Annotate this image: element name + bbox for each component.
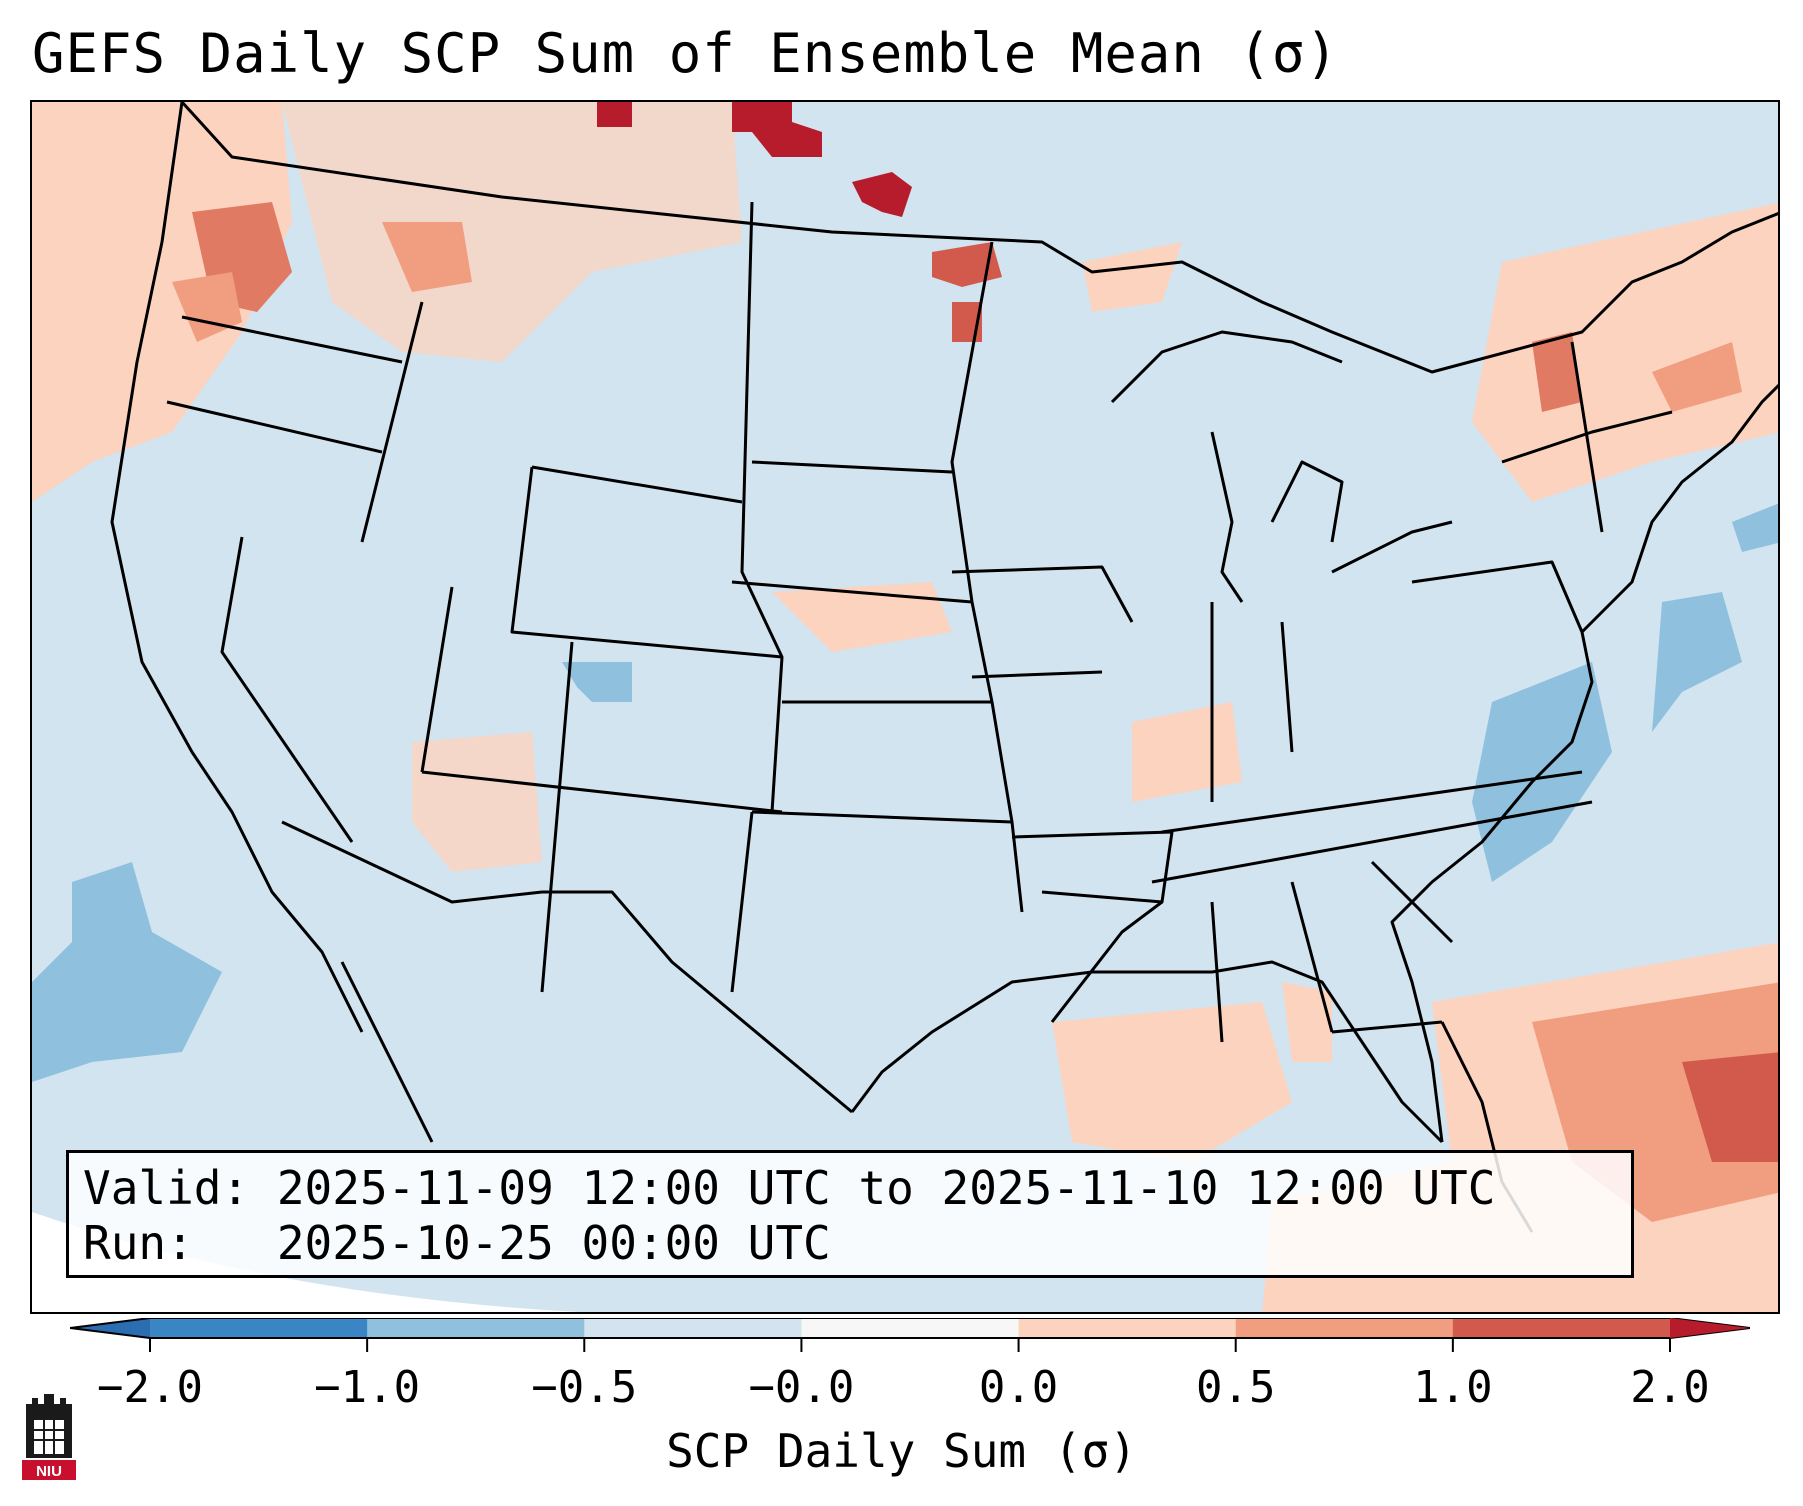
lake-superior: [1110, 330, 1343, 404]
border-sc: [1370, 860, 1454, 944]
coast-gulf: [850, 960, 1444, 1144]
colorbar-label: SCP Daily Sum (σ): [666, 1424, 1137, 1478]
border-nm-tx: [730, 811, 754, 993]
colorbar-tick-label: −1.0: [314, 1362, 421, 1413]
border-pa: [1411, 560, 1584, 633]
colorbar-under-triangle: [70, 1318, 150, 1338]
colorbar-tick-label: 0.5: [1195, 1362, 1276, 1413]
colorbar-segment: [150, 1318, 368, 1338]
colorbar-segment: [1018, 1318, 1237, 1338]
border-mexico: [281, 820, 853, 1114]
border-in-oh: [1280, 621, 1294, 753]
anomaly-lake-superior: [1082, 242, 1182, 312]
border-ms-al: [1210, 901, 1224, 1043]
border-vt-nh: [1570, 341, 1604, 533]
border-canada: [180, 102, 1778, 374]
anomaly-bahamas-core: [1682, 1052, 1778, 1162]
border-wyoming-n: [531, 465, 743, 504]
border-az-nm: [540, 641, 574, 993]
valid-time-line: Valid: 2025-11-09 12:00 UTC to 2025-11-1…: [83, 1161, 1496, 1215]
lake-erie: [1331, 520, 1453, 574]
border-iowa-s: [971, 670, 1103, 679]
colorbar-tick-label: −2.0: [97, 1362, 203, 1413]
colorbar-segment: [801, 1318, 1020, 1338]
border-nd-sd: [751, 460, 953, 474]
border-wyoming: [510, 466, 783, 659]
niu-logo: NIU: [22, 1394, 76, 1480]
niu-logo-window: [34, 1420, 64, 1454]
niu-logo-text: NIU: [36, 1463, 62, 1480]
colorbar-segments: [70, 1318, 1750, 1339]
anomaly-gulf: [1052, 1002, 1292, 1162]
anomaly-pnw-light: [32, 102, 292, 502]
border-idaho: [360, 301, 424, 543]
chart-title: GEFS Daily SCP Sum of Ensemble Mean (σ): [32, 22, 1339, 85]
valid-run-info-box: Valid: 2025-11-09 12:00 UTC to 2025-11-1…: [66, 1150, 1634, 1278]
boundaries: [110, 102, 1778, 1233]
map-panel: [30, 100, 1780, 1314]
anomaly-pacific: [32, 862, 222, 1082]
border-arkansas: [1011, 830, 1174, 904]
anomaly-saskatchewan: [597, 102, 632, 127]
colorbar-over-triangle: [1670, 1318, 1750, 1338]
coast-pacific: [110, 102, 364, 1033]
border-sd-ne: [731, 580, 973, 604]
colorbar-segment: [367, 1318, 585, 1338]
colorbar-ticks: [149, 1338, 1671, 1352]
border-plains-east: [950, 241, 1014, 823]
anomaly-canada-1: [732, 102, 822, 157]
anomaly-canada-2: [852, 172, 912, 217]
anomaly-arizona: [412, 732, 542, 872]
lake-michigan: [1210, 431, 1244, 603]
anomaly-tennessee: [1132, 702, 1242, 802]
anomaly-kansas: [772, 582, 952, 652]
border-az-nm-n: [421, 770, 783, 814]
border-front-range: [740, 201, 784, 813]
border-wa-or: [181, 315, 403, 364]
lake-huron: [1270, 460, 1344, 543]
border-louisiana: [1050, 900, 1163, 1023]
border-al-ga: [1290, 881, 1334, 1033]
run-time-line: Run: 2025-10-25 00:00 UTC: [83, 1216, 831, 1270]
border-or-ca: [166, 400, 383, 454]
anomaly-florida: [1282, 982, 1332, 1062]
anomaly-montana: [282, 102, 742, 362]
colorbar: [70, 1318, 1750, 1352]
niu-logo-grid: [34, 1420, 64, 1454]
border-ky-tn: [1161, 770, 1583, 834]
anomaly-atlantic-3: [1732, 503, 1778, 552]
map-svg: [32, 102, 1778, 1312]
projection-edge-left: [32, 1212, 580, 1312]
niu-logo-banner: [22, 1460, 76, 1480]
colorbar-tick-label: 0.0: [978, 1362, 1059, 1413]
border-ga-fl: [1331, 1020, 1443, 1034]
colorbar-segment: [1452, 1318, 1671, 1338]
border-ny: [1501, 410, 1673, 464]
coast-atlantic: [1390, 383, 1778, 1143]
anomaly-atlantic-2: [1652, 592, 1742, 732]
border-iowa-n: [951, 565, 1134, 623]
colorbar-tick-label: 2.0: [1630, 1362, 1710, 1413]
anomaly-maine: [1652, 342, 1742, 412]
border-tn-s: [1151, 800, 1593, 884]
anomaly-vermont: [1532, 332, 1582, 412]
colorbar-tick-label: −0.5: [531, 1362, 638, 1413]
anomaly-northeast: [1472, 202, 1778, 502]
anomaly-idaho: [382, 222, 472, 292]
colorbar-tick-label: 1.0: [1413, 1362, 1493, 1413]
anomaly-colorado: [562, 662, 632, 702]
colorbar-segment: [584, 1318, 802, 1338]
colorbar-tick-label: −0.0: [748, 1362, 855, 1413]
border-nevada: [220, 536, 354, 843]
border-utah: [420, 586, 454, 773]
colorbar-segment: [1235, 1318, 1454, 1338]
coast-baja: [340, 961, 434, 1143]
